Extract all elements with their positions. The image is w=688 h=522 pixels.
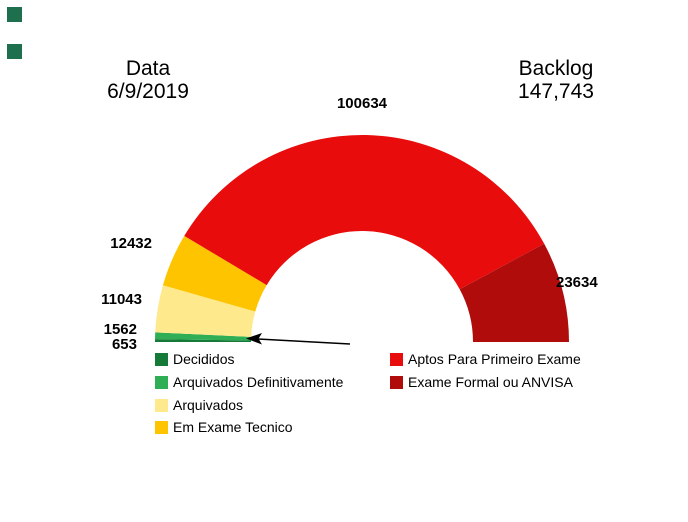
legend-swatch-decididos — [155, 352, 168, 366]
decoration-square-bottom — [7, 44, 22, 59]
legend-swatch-exame-formal-ou-anvisa — [390, 375, 403, 389]
legend-label-arquivados: Arquivados — [173, 397, 244, 413]
gauge-segment-exame-formal-ou-anvisa — [459, 243, 569, 342]
gauge-segment-arquivados — [155, 285, 256, 337]
decoration-square-top — [7, 7, 22, 22]
value-label-arquivados-definitivamente: 1562 — [103, 321, 137, 338]
legend-item-arquivados: Arquivados — [155, 397, 243, 413]
legend-item-decididos: Decididos — [155, 351, 234, 367]
legend-item-em-exame-tecnico: Em Exame Tecnico — [155, 419, 293, 435]
date-label: Data — [125, 57, 171, 80]
legend-label-decididos: Decididos — [173, 351, 235, 367]
annotation-arrow — [246, 333, 351, 345]
legend-item-aptos-para-primeiro-exame: Aptos Para Primeiro Exame — [390, 351, 581, 367]
date-header: Data 6/9/2019 — [78, 57, 218, 103]
legend-swatch-arquivados — [155, 398, 168, 412]
legend-item-exame-formal-ou-anvisa: Exame Formal ou ANVISA — [390, 374, 573, 390]
legend-item-arquivados-definitivamente: Arquivados Definitivamente — [155, 374, 343, 390]
value-label-decididos: 653 — [111, 336, 137, 353]
gauge-segment-arquivados-definitivamente — [155, 332, 252, 341]
value-label-arquivados: 11043 — [101, 291, 142, 308]
gauge-segment-em-exame-tecnico — [162, 235, 267, 312]
gauge-segments — [155, 134, 569, 342]
value-label-aptos-para-primeiro-exame: 100634 — [336, 95, 388, 112]
backlog-header: Backlog 147,743 — [486, 57, 626, 103]
gauge-segment-aptos-para-primeiro-exame — [184, 134, 545, 290]
legend-label-arquivados-definitivamente: Arquivados Definitivamente — [173, 374, 344, 390]
value-label-exame-formal-ou-anvisa: 23634 — [556, 274, 598, 291]
legend-label-aptos-para-primeiro-exame: Aptos Para Primeiro Exame — [408, 351, 581, 367]
legend-swatch-em-exame-tecnico — [155, 420, 168, 434]
legend-label-em-exame-tecnico: Em Exame Tecnico — [173, 419, 293, 435]
date-value: 6/9/2019 — [107, 80, 189, 103]
backlog-label: Backlog — [518, 57, 594, 80]
backlog-value: 147,743 — [518, 80, 594, 103]
legend-label-exame-formal-ou-anvisa: Exame Formal ou ANVISA — [408, 374, 573, 390]
value-label-em-exame-tecnico: 12432 — [110, 235, 152, 252]
legend-swatch-aptos-para-primeiro-exame — [390, 352, 403, 366]
gauge-segment-decididos — [155, 339, 252, 342]
legend-swatch-arquivados-definitivamente — [155, 375, 168, 389]
